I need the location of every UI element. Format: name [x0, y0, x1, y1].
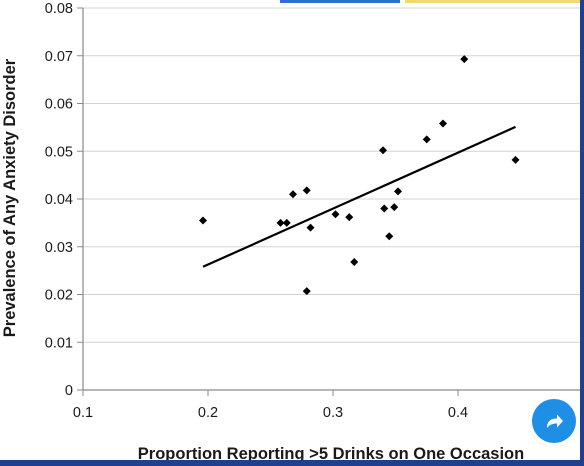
y-tick-label: 0.05 — [45, 144, 73, 160]
y-tick-label: 0.02 — [45, 288, 73, 304]
data-point — [331, 210, 340, 219]
data-point — [276, 218, 285, 227]
data-point — [511, 155, 520, 164]
data-point — [199, 216, 207, 225]
x-tick-label: 0.2 — [198, 405, 218, 421]
data-point — [306, 223, 315, 232]
data-point — [439, 119, 447, 128]
y-tick-label: 0.07 — [45, 49, 73, 65]
x-tick-label: 0.4 — [448, 405, 468, 421]
data-point — [302, 186, 311, 195]
x-axis-title: Proportion Reporting >5 Drinks on One Oc… — [138, 445, 524, 463]
right-frame-strip — [580, 0, 584, 466]
y-tick-label: 0 — [65, 383, 73, 399]
data-point — [289, 190, 297, 199]
x-tick-label: 0.1 — [73, 405, 93, 421]
y-tick-label: 0.06 — [45, 97, 73, 113]
tick-labels: 0 0.01 0.02 0.03 0.04 0.05 0.06 0.07 0.08 0.1 0.2 0… — [45, 1, 468, 421]
top-banner-decoration — [405, 0, 584, 3]
y-axis-title: Prevalence of Any Anxiety Disorder — [1, 58, 19, 337]
axes-layer — [77, 7, 583, 396]
share-arrow-icon — [542, 409, 566, 433]
data-point — [379, 146, 387, 155]
data-point — [282, 218, 291, 227]
x-tick-label: 0.3 — [323, 405, 343, 421]
y-tick-label: 0.04 — [45, 192, 73, 208]
data-point — [394, 187, 402, 196]
share-button[interactable] — [532, 399, 576, 443]
data-point — [460, 55, 469, 64]
y-tick-label: 0.03 — [45, 240, 73, 256]
data-point — [350, 258, 359, 267]
y-tick-label: 0.08 — [45, 1, 73, 17]
trendline — [202, 125, 516, 268]
data-points — [199, 55, 520, 296]
grid-layer — [83, 7, 583, 343]
data-point — [345, 213, 354, 222]
data-point — [390, 203, 399, 212]
data-point — [302, 287, 311, 296]
data-point — [380, 204, 389, 213]
bottom-frame-strip — [0, 460, 584, 466]
data-point — [385, 232, 394, 241]
top-banner-decoration — [280, 0, 400, 3]
y-tick-label: 0.01 — [45, 335, 73, 351]
trendline-layer — [202, 125, 516, 268]
data-point — [422, 135, 431, 144]
